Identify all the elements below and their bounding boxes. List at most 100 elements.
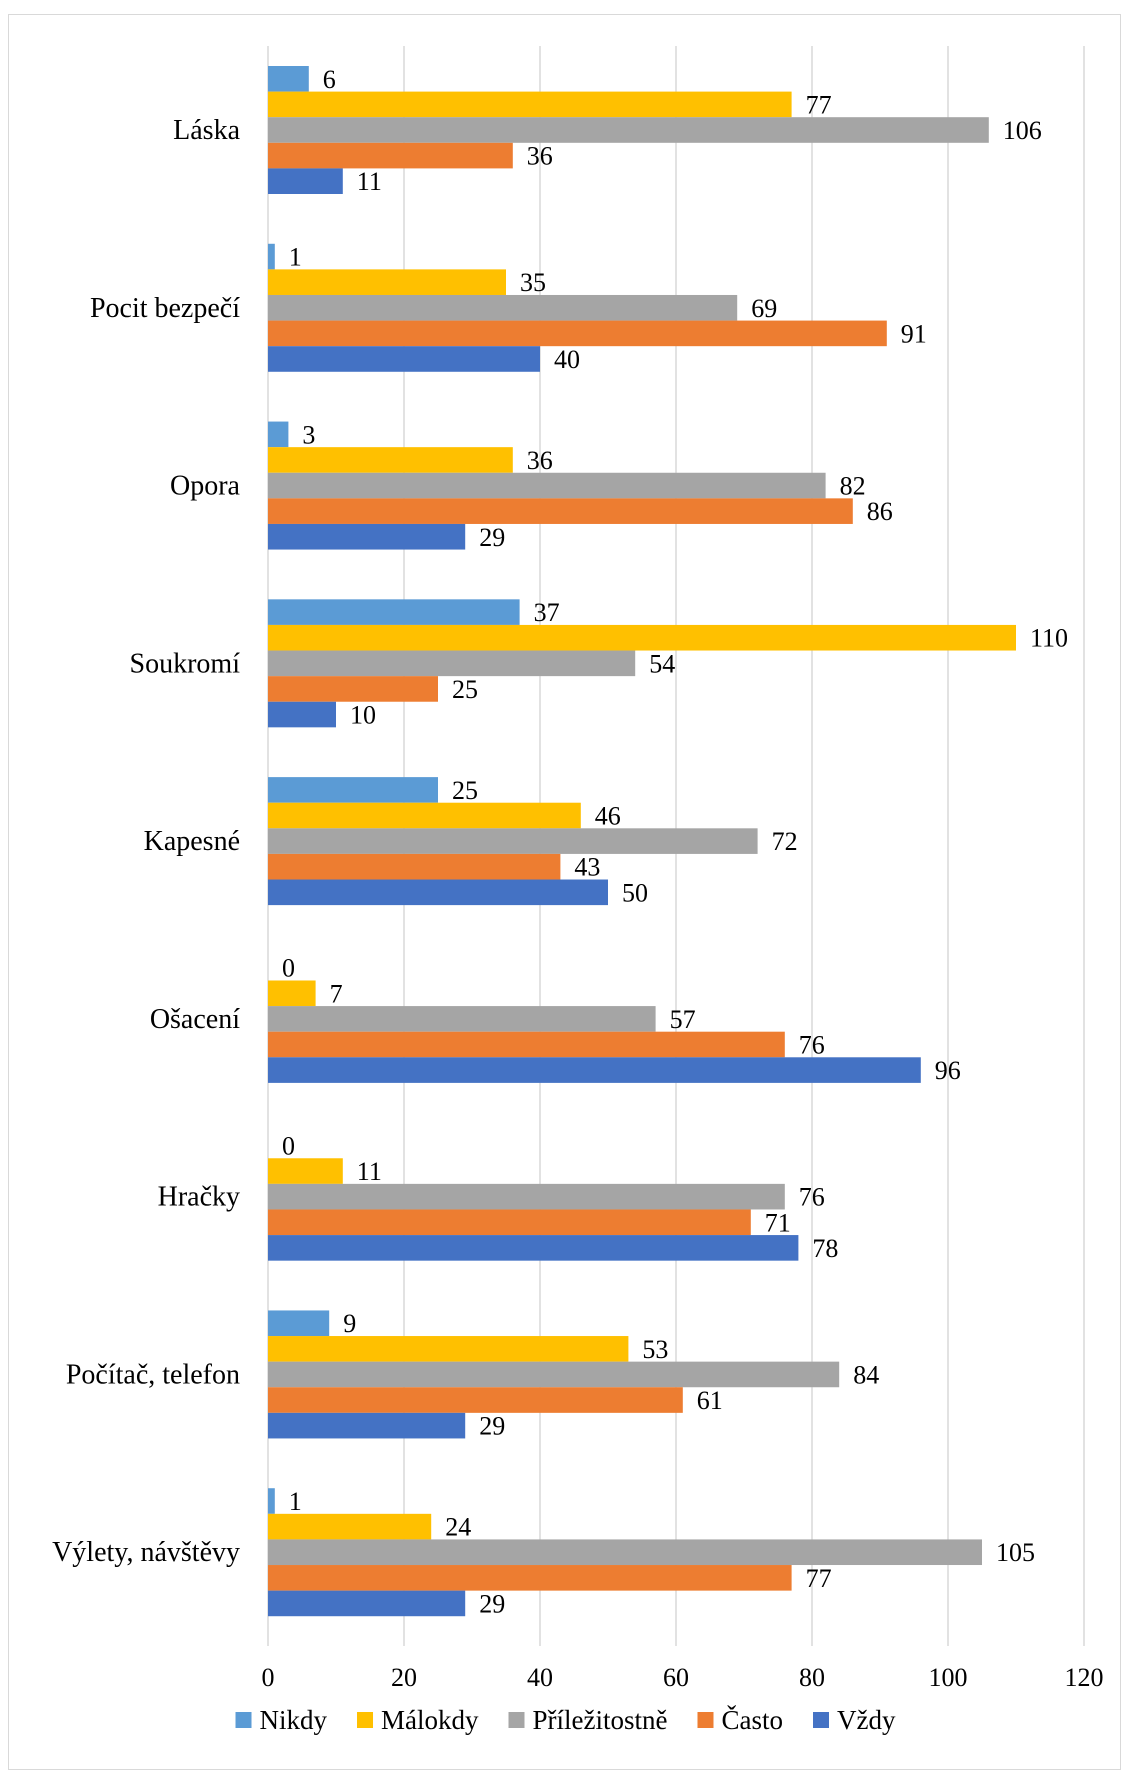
bar-soukromi-malokdy: [268, 624, 1016, 651]
value-label-hracky-malokdy: 11: [357, 1157, 382, 1186]
bar-vylety-navstevy-vzdy: [268, 1590, 466, 1617]
category-label-hracky: Hračky: [158, 1182, 240, 1213]
x-tick-label-20: 20: [391, 1663, 417, 1692]
bar-osaceni-prilezitostne: [268, 1006, 656, 1032]
value-label-pocit-bezpeci-prilezitostne: 69: [751, 294, 777, 323]
value-label-soukromi-nikdy: 37: [534, 598, 560, 627]
legend: Nikdy Málokdy Příležitostně Často Vždy: [235, 1705, 896, 1735]
bar-laska-vzdy: [268, 168, 343, 194]
legend-label-vzdy: Vždy: [837, 1705, 896, 1735]
bar-soukromi-casto: [268, 676, 438, 702]
value-label-laska-nikdy: 6: [323, 65, 336, 94]
category-label-osaceni: Ošacení: [150, 1004, 240, 1035]
bar-soukromi-prilezitostne: [268, 650, 636, 677]
value-label-pocit-bezpeci-malokdy: 35: [520, 268, 546, 297]
x-tick-label-60: 60: [663, 1663, 689, 1692]
value-label-kapesne-casto: 43: [574, 853, 600, 882]
legend-label-malokdy: Málokdy: [381, 1705, 479, 1735]
bar-hracky-malokdy: [268, 1158, 343, 1184]
legend-label-prilezitostne: Příležitostně: [533, 1705, 668, 1735]
value-label-opora-prilezitostne: 82: [840, 472, 866, 501]
value-label-pocit-bezpeci-vzdy: 40: [554, 345, 580, 374]
x-tick-label-120: 120: [1065, 1663, 1104, 1692]
value-label-hracky-casto: 71: [765, 1208, 791, 1237]
legend-item-vzdy: Vždy: [813, 1705, 896, 1735]
value-label-laska-prilezitostne: 106: [1003, 116, 1042, 145]
value-label-soukromi-casto: 25: [452, 675, 478, 704]
legend-swatch-vzdy: [813, 1712, 830, 1728]
bar-vylety-navstevy-malokdy: [268, 1513, 432, 1540]
value-labels: 6771063611135699140336828629371105425102…: [282, 65, 1068, 1619]
bar-opora-casto: [268, 498, 853, 524]
value-label-osaceni-malokdy: 7: [330, 979, 343, 1008]
value-label-opora-malokdy: 36: [527, 446, 553, 475]
legend-item-casto: Často: [697, 1705, 783, 1735]
legend-label-casto: Často: [721, 1705, 783, 1735]
category-label-opora: Opora: [170, 471, 241, 502]
bar-opora-nikdy: [268, 421, 289, 448]
value-label-kapesne-prilezitostne: 72: [772, 827, 798, 856]
bars: [268, 66, 1016, 1617]
bar-laska-casto: [268, 142, 513, 169]
bar-pocit-bezpeci-casto: [268, 320, 887, 347]
bar-pocitac-telefon-casto: [268, 1387, 683, 1413]
x-tick-label-80: 80: [799, 1663, 825, 1692]
value-label-opora-nikdy: 3: [302, 420, 315, 449]
bar-hracky-casto: [268, 1209, 751, 1236]
value-label-soukromi-malokdy: 110: [1030, 624, 1068, 653]
bar-pocitac-telefon-nikdy: [268, 1310, 330, 1337]
value-label-osaceni-prilezitostne: 57: [670, 1005, 696, 1034]
bar-pocit-bezpeci-malokdy: [268, 269, 506, 295]
legend-item-prilezitostne: Příležitostně: [508, 1705, 668, 1735]
value-label-laska-casto: 36: [527, 142, 553, 171]
legend-swatch-casto: [697, 1712, 714, 1728]
legend-swatch-prilezitostne: [508, 1712, 525, 1728]
category-label-soukromi: Soukromí: [130, 648, 241, 679]
bar-laska-nikdy: [268, 66, 309, 92]
bar-soukromi-vzdy: [268, 701, 336, 728]
category-labels: Láska Pocit bezpečí Opora Soukromí Kapesné Oš…: [52, 115, 240, 1568]
x-tick-label-40: 40: [527, 1663, 553, 1692]
value-label-soukromi-vzdy: 10: [350, 701, 376, 730]
value-label-laska-malokdy: 77: [806, 90, 832, 119]
value-label-pocit-bezpeci-nikdy: 1: [289, 243, 302, 272]
category-label-pocit-bezpeci: Pocit bezpečí: [90, 293, 240, 324]
bar-osaceni-malokdy: [268, 980, 316, 1007]
value-label-hracky-nikdy: 0: [282, 1131, 295, 1160]
legend-item-nikdy: Nikdy: [235, 1705, 328, 1735]
category-label-kapesne: Kapesné: [144, 826, 240, 857]
category-label-laska: Láska: [173, 115, 240, 146]
value-label-osaceni-nikdy: 0: [282, 954, 295, 983]
bar-pocit-bezpeci-nikdy: [268, 243, 275, 270]
bar-hracky-prilezitostne: [268, 1183, 785, 1210]
value-label-pocit-bezpeci-casto: 91: [901, 319, 927, 348]
bar-kapesne-prilezitostne: [268, 828, 758, 854]
x-axis-ticks: 0 20 40 60 80 100 120: [262, 1663, 1104, 1692]
bar-opora-malokdy: [268, 447, 513, 473]
bar-opora-prilezitostne: [268, 472, 826, 499]
bar-pocitac-telefon-malokdy: [268, 1336, 629, 1362]
x-tick-label-0: 0: [262, 1663, 275, 1692]
value-label-vylety-navstevy-malokdy: 24: [445, 1513, 471, 1542]
value-label-vylety-navstevy-nikdy: 1: [289, 1487, 302, 1516]
bar-opora-vzdy: [268, 523, 466, 550]
value-label-osaceni-casto: 76: [799, 1030, 825, 1059]
bar-pocitac-telefon-prilezitostne: [268, 1361, 840, 1388]
bar-osaceni-vzdy: [268, 1057, 921, 1083]
category-label-pocitac-telefon: Počítač, telefon: [66, 1359, 240, 1390]
bar-laska-prilezitostne: [268, 117, 989, 143]
bar-vylety-navstevy-nikdy: [268, 1488, 275, 1514]
value-label-pocitac-telefon-casto: 61: [697, 1386, 723, 1415]
value-label-pocitac-telefon-nikdy: 9: [343, 1309, 356, 1338]
value-label-kapesne-vzdy: 50: [622, 878, 648, 907]
bar-kapesne-casto: [268, 853, 561, 880]
value-label-vylety-navstevy-casto: 77: [806, 1564, 832, 1593]
value-label-vylety-navstevy-prilezitostne: 105: [996, 1538, 1035, 1567]
bar-soukromi-nikdy: [268, 599, 520, 625]
bar-kapesne-nikdy: [268, 777, 438, 803]
bar-osaceni-casto: [268, 1031, 785, 1058]
value-label-soukromi-prilezitostne: 54: [649, 649, 675, 678]
bar-kapesne-vzdy: [268, 879, 608, 906]
bar-pocit-bezpeci-prilezitostne: [268, 294, 738, 321]
